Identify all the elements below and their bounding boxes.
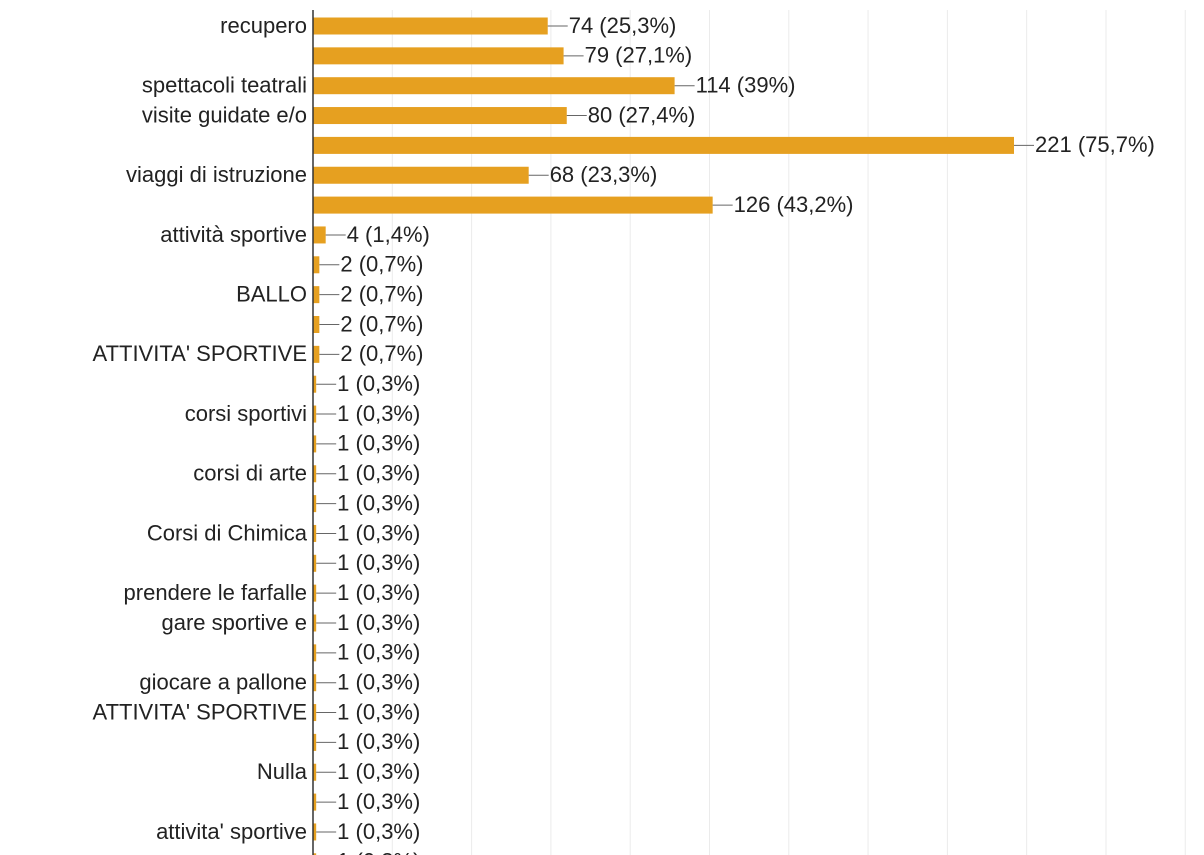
bar [313, 674, 317, 692]
bar [313, 435, 317, 453]
bar [313, 524, 317, 542]
value-label: 2 (0,7%) [340, 252, 423, 277]
bar [313, 345, 320, 363]
value-label: 221 (75,7%) [1035, 132, 1155, 157]
category-label: attivita' sportive [156, 819, 307, 844]
bar [313, 495, 317, 513]
value-label: 1 (0,3%) [337, 371, 420, 396]
value-label: 126 (43,2%) [734, 192, 854, 217]
value-label: 68 (23,3%) [550, 162, 658, 187]
category-label: attività sportive [160, 222, 307, 247]
category-label: BALLO [236, 281, 307, 306]
category-label: viaggi di istruzione [126, 162, 307, 187]
value-label: 1 (0,3%) [337, 550, 420, 575]
bar [313, 226, 326, 244]
bar [313, 823, 317, 841]
value-label: 1 (0,3%) [337, 431, 420, 456]
value-label: 1 (0,3%) [337, 520, 420, 545]
category-label: gare sportive e [161, 610, 307, 635]
bar [313, 614, 317, 632]
value-label: 2 (0,7%) [340, 311, 423, 336]
category-label: prendere le farfalle [124, 580, 307, 605]
value-label: 74 (25,3%) [569, 13, 677, 38]
bar [313, 316, 320, 333]
bar [313, 584, 317, 602]
bar [313, 286, 320, 304]
category-label: Corsi di Chimica [147, 520, 308, 545]
bar [313, 853, 317, 855]
category-label: giocare a pallone [139, 670, 307, 695]
bar [313, 733, 317, 751]
value-label: 1 (0,3%) [337, 461, 420, 486]
category-label: spettacoli teatrali [142, 73, 307, 98]
bar [313, 554, 317, 572]
bar [313, 166, 529, 184]
bar [313, 405, 317, 423]
category-label: ATTIVITA' SPORTIVE [93, 341, 307, 366]
value-label: 1 (0,3%) [337, 670, 420, 695]
value-label: 1 (0,3%) [337, 819, 420, 844]
value-label: 1 (0,3%) [337, 699, 420, 724]
value-label: 4 (1,4%) [347, 222, 430, 247]
bar [313, 47, 564, 65]
bar [313, 763, 317, 781]
bar [313, 375, 317, 393]
value-label: 1 (0,3%) [337, 640, 420, 665]
value-label: 2 (0,7%) [340, 281, 423, 306]
category-label: corsi sportivi [185, 401, 307, 426]
value-label: 1 (0,3%) [337, 849, 420, 855]
bar [313, 704, 317, 722]
value-label: 114 (39%) [696, 73, 796, 98]
value-label: 2 (0,7%) [340, 341, 423, 366]
category-label: ATTIVITA' SPORTIVE [93, 699, 307, 724]
bar [313, 196, 713, 214]
category-label: Nulla [257, 759, 308, 784]
value-label: 1 (0,3%) [337, 490, 420, 515]
value-label: 1 (0,3%) [337, 789, 420, 814]
value-label: 80 (27,4%) [588, 102, 696, 127]
bar [313, 17, 548, 35]
value-label: 1 (0,3%) [337, 759, 420, 784]
value-label: 1 (0,3%) [337, 580, 420, 605]
bar [313, 793, 317, 811]
category-label: visite guidate e/o [142, 102, 307, 127]
bar [313, 136, 1014, 154]
category-label: corsi di arte [193, 461, 307, 486]
value-label: 79 (27,1%) [585, 43, 693, 68]
value-label: 1 (0,3%) [337, 729, 420, 754]
bar [313, 256, 320, 274]
category-label: recupero [220, 13, 307, 38]
bar [313, 644, 317, 662]
bar [313, 77, 675, 95]
value-label: 1 (0,3%) [337, 610, 420, 635]
bar [313, 107, 567, 125]
bar [313, 465, 317, 483]
value-label: 1 (0,3%) [337, 401, 420, 426]
